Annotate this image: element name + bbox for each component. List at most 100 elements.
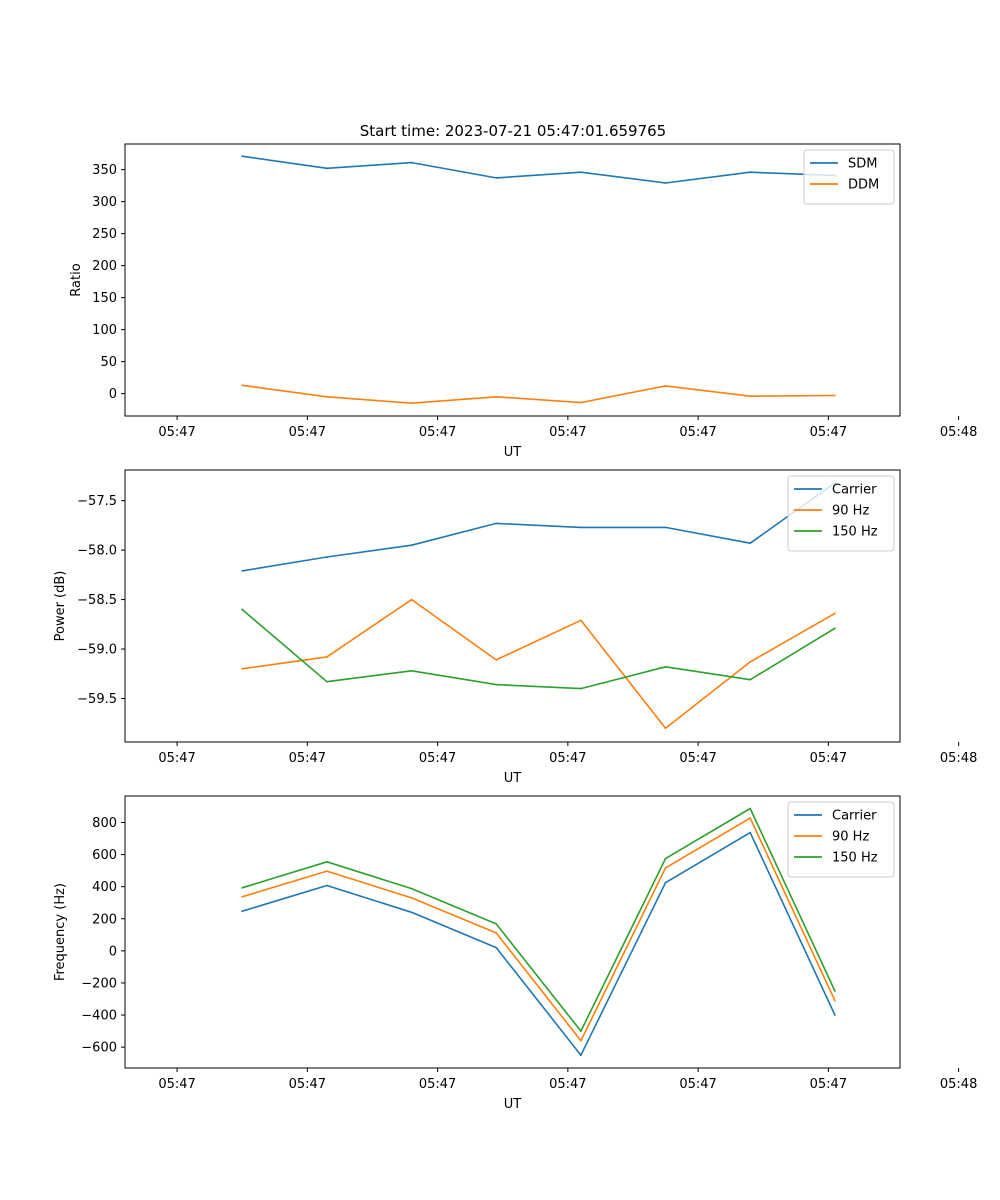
data-point	[410, 887, 413, 890]
legend-entry: 90 Hz	[832, 504, 869, 519]
x-axis-label: UT	[504, 445, 522, 460]
data-point	[495, 683, 498, 686]
x-tick-label: 05:47	[810, 1077, 847, 1092]
x-tick-label: 05:48	[940, 751, 977, 766]
x-tick-label: 05:48	[940, 1077, 977, 1092]
data-point	[579, 687, 582, 690]
x-tick-label: 05:47	[419, 751, 456, 766]
plot-frame	[124, 143, 901, 417]
x-tick-label: 05:47	[289, 751, 326, 766]
data-point	[749, 678, 752, 681]
data-point	[664, 866, 667, 869]
data-point	[579, 171, 582, 174]
data-point	[410, 669, 413, 672]
data-point	[495, 659, 498, 661]
y-axis-label: Frequency (Hz)	[53, 883, 68, 981]
data-point	[325, 395, 328, 398]
data-point	[579, 1030, 582, 1032]
data-point	[833, 627, 836, 630]
legend: Carrier 90 Hz 150 Hz	[787, 801, 895, 878]
legend-entry: Carrier	[832, 483, 877, 498]
data-point	[749, 807, 752, 810]
data-point	[664, 881, 667, 884]
y-tick-label: 0	[109, 944, 117, 959]
data-point	[664, 727, 667, 730]
x-tick-label: 05:47	[679, 1077, 716, 1092]
data-point	[749, 395, 752, 398]
y-tick-label: −58.0	[77, 544, 117, 559]
x-tick-label: 05:47	[679, 751, 716, 766]
data-point	[325, 870, 328, 873]
series-line-carrier	[242, 482, 836, 572]
x-tick-label: 05:47	[289, 1077, 326, 1092]
y-tick-label: 200	[92, 912, 117, 927]
legend-entry: 150 Hz	[832, 525, 878, 540]
y-tick-label: −600	[81, 1041, 117, 1056]
data-point	[495, 946, 498, 949]
y-tick-label: 0	[109, 387, 117, 402]
data-point	[664, 857, 667, 860]
data-point	[241, 895, 244, 898]
data-point	[749, 817, 752, 820]
data-point	[749, 660, 752, 663]
y-tick-label: −59.0	[77, 643, 117, 658]
data-point	[749, 171, 752, 174]
legend-box	[787, 801, 895, 878]
plot-1: 05:47 05:47 05:47 05:47 05:47 05:47 05:48 0 50 10…	[69, 143, 977, 460]
data-point	[579, 1039, 582, 1042]
legend-entry: 90 Hz	[832, 830, 869, 845]
data-point	[579, 1054, 582, 1057]
y-tick-label: 150	[92, 291, 117, 306]
data-point	[664, 665, 667, 668]
data-point	[833, 1014, 836, 1016]
data-point	[833, 999, 836, 1002]
legend-entry: DDM	[848, 178, 879, 193]
y-tick-label: −400	[81, 1009, 117, 1024]
x-tick-label: 05:47	[158, 751, 195, 766]
x-tick-label: 05:47	[810, 751, 847, 766]
x-axis-label: UT	[504, 771, 522, 786]
y-tick-label: 100	[92, 323, 117, 338]
data-point	[241, 886, 244, 889]
y-tick-label: −59.5	[77, 692, 117, 707]
y-tick-label: 50	[100, 355, 117, 370]
data-point	[410, 402, 413, 405]
y-tick-label: 350	[92, 163, 117, 178]
y-axis-label: Power (dB)	[53, 571, 68, 642]
y-tick-label: 400	[92, 880, 117, 895]
data-point	[833, 990, 836, 992]
data-point	[664, 182, 667, 184]
series-line-carrier	[241, 831, 836, 1056]
x-tick-label: 05:47	[549, 425, 586, 440]
legend: Carrier 90 Hz 150 Hz	[787, 475, 895, 552]
y-tick-label: −200	[81, 976, 117, 991]
data-point	[241, 569, 244, 572]
data-point	[833, 394, 836, 397]
legend-entry: 150 Hz	[832, 851, 878, 866]
x-tick-label: 05:47	[158, 1077, 195, 1092]
series-line-90-hz	[241, 817, 836, 1042]
legend-box	[787, 475, 895, 552]
data-point	[579, 619, 582, 622]
x-tick-label: 05:47	[289, 425, 326, 440]
series-line-90-hz	[242, 598, 836, 730]
data-point	[325, 656, 328, 658]
data-point	[325, 884, 328, 887]
data-point	[241, 384, 244, 387]
data-point	[579, 401, 582, 404]
x-axis-label: UT	[504, 1097, 522, 1112]
data-point	[241, 608, 244, 611]
data-point	[410, 598, 413, 601]
data-point	[410, 896, 413, 899]
series-line-sdm	[242, 155, 835, 184]
x-tick-label: 05:47	[679, 425, 716, 440]
data-point	[410, 911, 413, 914]
data-point	[664, 385, 667, 387]
data-point	[749, 542, 752, 545]
y-tick-label: 250	[92, 227, 117, 242]
x-tick-label: 05:47	[810, 425, 847, 440]
y-tick-label: −57.5	[77, 494, 117, 509]
data-point	[495, 922, 498, 925]
x-tick-label: 05:47	[158, 425, 195, 440]
